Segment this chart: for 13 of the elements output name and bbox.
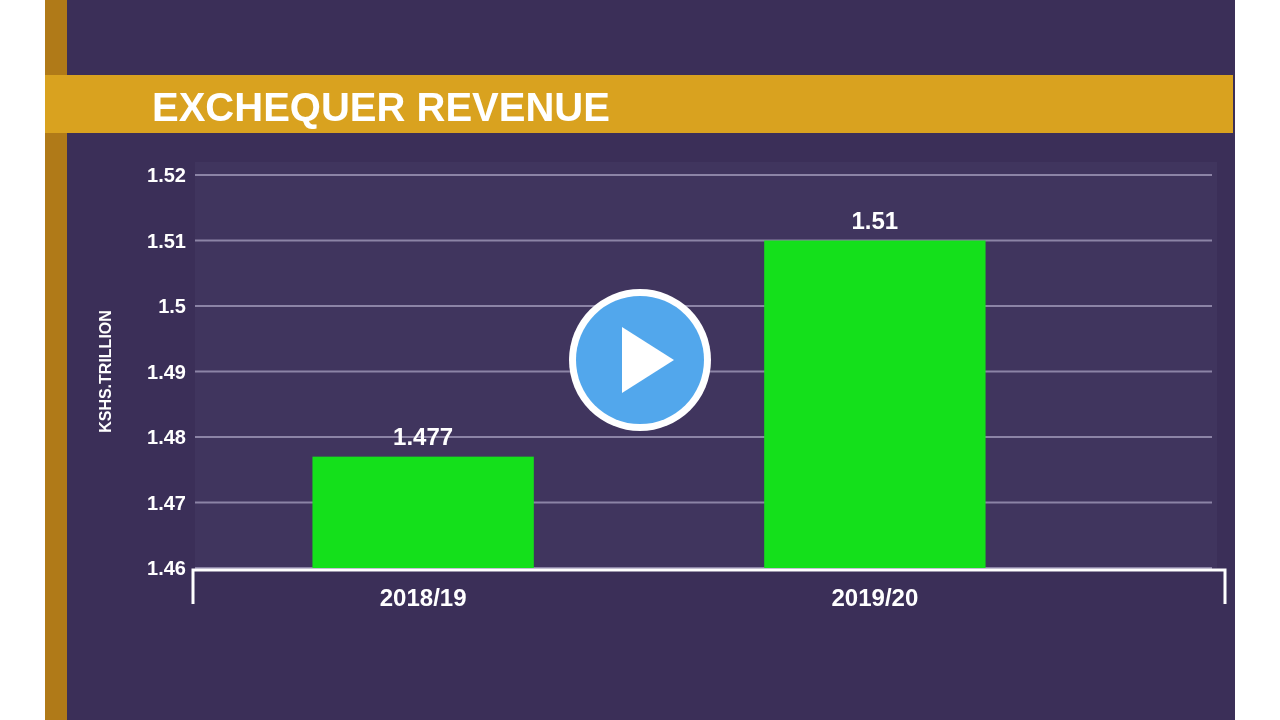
y-tick-label: 1.52 [147,164,186,186]
data-label: 1.51 [851,206,899,234]
x-tick-label: 2018/19 [379,584,467,611]
chart-title: EXCHEQUER REVENUE [152,85,610,129]
y-tick-label: 1.48 [147,426,186,448]
y-tick-label: 1.51 [147,229,186,252]
x-tick-label: 2019/20 [831,584,919,611]
y-tick-label: 1.47 [147,491,186,514]
y-tick-label: 1.5 [158,295,186,317]
y-tick-label: 1.46 [147,557,186,579]
y-tick-label: 1.49 [147,360,186,383]
y-axis-title: KSHS.TRILLION [97,310,114,433]
data-label: 1.477 [393,422,454,450]
